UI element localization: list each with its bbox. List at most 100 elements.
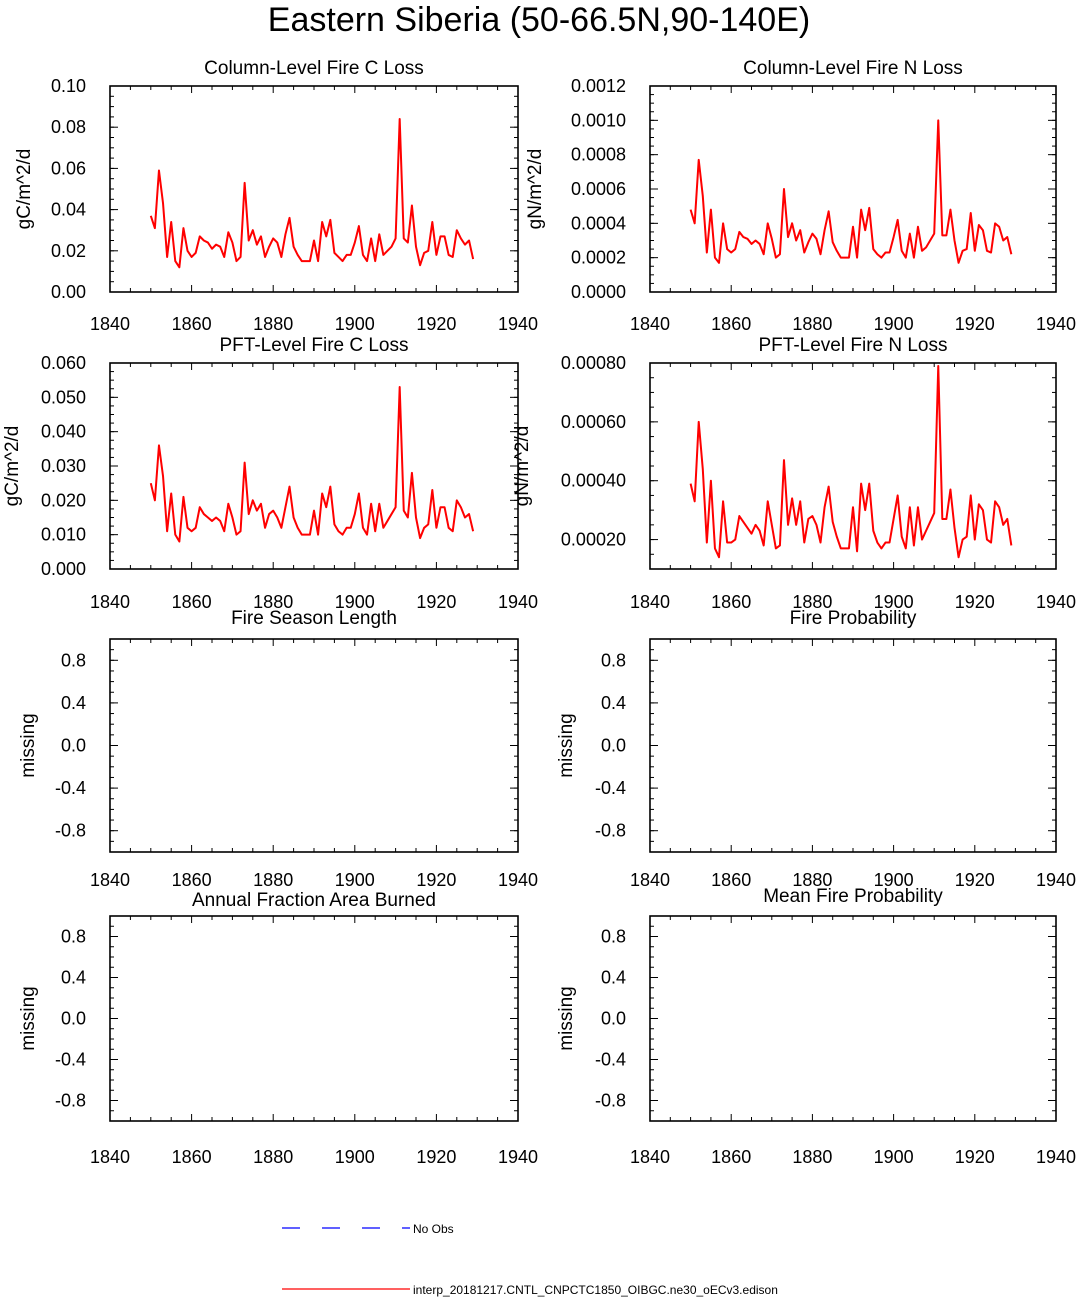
legend: No Obs interp_20181217.CNTL_CNPCTC1850_OI…: [282, 1222, 778, 1297]
y-tick-label: -0.8: [595, 1091, 626, 1111]
y-tick-label: 0.04: [51, 200, 86, 220]
y-tick-label: 0.08: [51, 117, 86, 137]
chart-panel-5: Fire Season Length 1840 1860 1880 1900 1920 19…: [18, 608, 538, 890]
x-tick-label: 1940: [498, 870, 538, 890]
y-axis-label: missing: [18, 986, 39, 1050]
chart-panel-1: Column-Level Fire C Loss 1840 1860 1880 1900…: [14, 58, 538, 334]
y-tick-label: 0.0008: [571, 145, 626, 165]
x-tick-label: 1880: [792, 592, 832, 612]
x-tick-label: 1920: [416, 592, 456, 612]
x-tick-label: 1940: [1036, 314, 1076, 334]
y-tick-label: 0.0004: [571, 213, 626, 233]
chart-title: Fire Season Length: [231, 608, 397, 629]
chart-title: PFT-Level Fire C Loss: [220, 335, 409, 356]
y-tick-label: 0.0006: [571, 179, 626, 199]
x-tick-label: 1920: [416, 314, 456, 334]
x-tick-label: 1920: [955, 592, 995, 612]
y-tick-label: 0.8: [61, 927, 86, 947]
y-tick-label: 0.0: [61, 736, 86, 756]
x-tick-label: 1880: [253, 592, 293, 612]
y-axis-label: missing: [556, 986, 577, 1050]
y-tick-label: 0.4: [601, 968, 626, 988]
x-tick-label: 1900: [874, 1147, 914, 1167]
series-line-model: [689, 364, 1013, 559]
x-tick-label: 1840: [90, 592, 130, 612]
chart-title: PFT-Level Fire N Loss: [759, 335, 948, 356]
y-tick-label: 0.00060: [561, 412, 626, 432]
y-tick-label: 0.00040: [561, 471, 626, 491]
y-tick-label: 0.8: [601, 650, 626, 670]
x-tick-label: 1860: [172, 1147, 212, 1167]
x-tick-label: 1860: [711, 592, 751, 612]
x-tick-label: 1880: [253, 1147, 293, 1167]
series-line-model: [149, 117, 475, 269]
figure-title: Eastern Siberia (50-66.5N,90-140E): [267, 1, 811, 39]
x-tick-label: 1840: [630, 592, 670, 612]
y-tick-label: -0.8: [55, 821, 86, 841]
x-tick-label: 1900: [335, 314, 375, 334]
plot-frame: [649, 638, 1057, 853]
x-tick-label: 1940: [498, 1147, 538, 1167]
y-axis-label: gN/m^2/d: [512, 426, 533, 507]
chart-panel-2: Column-Level Fire N Loss 1840 1860 1880 1900…: [525, 58, 1076, 334]
y-tick-label: 0.0: [61, 1009, 86, 1029]
plot-frame: [649, 915, 1057, 1122]
y-tick-label: -0.8: [595, 821, 626, 841]
y-tick-label: 0.06: [51, 158, 86, 178]
x-tick-label: 1940: [1036, 592, 1076, 612]
x-tick-label: 1880: [253, 314, 293, 334]
y-tick-label: -0.4: [595, 778, 626, 798]
x-tick-label: 1920: [955, 870, 995, 890]
x-tick-label: 1880: [792, 870, 832, 890]
x-tick-label: 1900: [874, 592, 914, 612]
y-tick-label: 0.8: [61, 650, 86, 670]
plot-frame: [109, 915, 519, 1122]
plot-frame: [109, 362, 519, 570]
y-tick-label: 0.010: [41, 525, 86, 545]
x-tick-label: 1840: [630, 1147, 670, 1167]
x-tick-label: 1860: [711, 314, 751, 334]
x-tick-label: 1840: [630, 870, 670, 890]
y-tick-label: 0.00020: [561, 530, 626, 550]
x-tick-label: 1900: [335, 870, 375, 890]
y-tick-label: 0.10: [51, 76, 86, 96]
y-tick-label: -0.8: [55, 1091, 86, 1111]
x-tick-label: 1860: [172, 870, 212, 890]
x-tick-label: 1900: [335, 1147, 375, 1167]
x-tick-label: 1840: [90, 314, 130, 334]
plot-frame: [109, 638, 519, 853]
chart-title: Fire Probability: [790, 608, 917, 629]
y-axis-label: gC/m^2/d: [14, 149, 35, 230]
y-tick-label: 0.0002: [571, 248, 626, 268]
plot-frame: [109, 85, 519, 293]
y-tick-label: 0.00: [51, 282, 86, 302]
y-axis-label: missing: [18, 713, 39, 777]
y-tick-label: 0.000: [41, 559, 86, 579]
x-tick-label: 1900: [874, 314, 914, 334]
x-tick-label: 1860: [172, 592, 212, 612]
legend-model-label: interp_20181217.CNTL_CNPCTC1850_OIBGC.ne…: [413, 1283, 778, 1297]
y-tick-label: 0.0010: [571, 110, 626, 130]
y-tick-label: -0.4: [595, 1050, 626, 1070]
chart-panel-4: PFT-Level Fire N Loss 1840 1860 1880 1900 192…: [512, 335, 1076, 612]
y-axis-label: gC/m^2/d: [2, 426, 23, 507]
x-tick-label: 1940: [498, 592, 538, 612]
y-tick-label: 0.00080: [561, 353, 626, 373]
chart-title: Mean Fire Probability: [763, 886, 943, 907]
x-tick-label: 1880: [792, 1147, 832, 1167]
chart-panel-8: Mean Fire Probability 1840 1860 1880 1900 192…: [556, 886, 1076, 1167]
y-tick-label: 0.4: [61, 968, 86, 988]
x-tick-label: 1920: [955, 1147, 995, 1167]
y-tick-label: 0.8: [601, 927, 626, 947]
chart-title: Column-Level Fire N Loss: [743, 58, 963, 79]
y-axis-label: missing: [556, 713, 577, 777]
x-tick-label: 1860: [172, 314, 212, 334]
y-tick-label: 0.0: [601, 1009, 626, 1029]
x-tick-label: 1860: [711, 1147, 751, 1167]
x-tick-label: 1840: [90, 1147, 130, 1167]
x-tick-label: 1940: [1036, 870, 1076, 890]
chart-title: Column-Level Fire C Loss: [204, 58, 424, 79]
x-tick-label: 1900: [335, 592, 375, 612]
x-tick-label: 1880: [792, 314, 832, 334]
